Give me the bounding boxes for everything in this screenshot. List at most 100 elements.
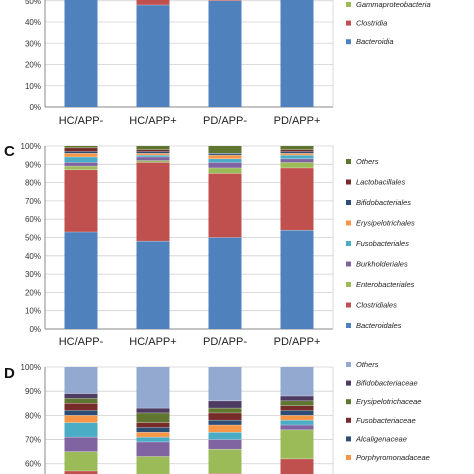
x-tick-label: PD/APP+ — [274, 115, 321, 127]
legend-swatch — [346, 261, 351, 267]
bar-segment — [280, 367, 314, 397]
legend-label: Bacteroidales — [356, 321, 402, 330]
bar-segment — [208, 432, 242, 440]
x-tick-label: HC/APP+ — [129, 336, 176, 348]
bar-segment — [136, 408, 170, 413]
y-tick-label: 10% — [25, 307, 41, 316]
bar-segment — [64, 367, 98, 394]
legend-swatch — [346, 417, 351, 423]
legend-item: Enterobacteriales — [346, 280, 415, 289]
legend-item: Lactobacillales — [346, 178, 405, 187]
bar-segment — [64, 147, 98, 152]
chart-panel-3: D 60% 70% 80% 90% 100% Others Bifidobacteriacea… — [4, 360, 430, 474]
legend-item: Erysipelotrichaceae — [346, 397, 421, 406]
bar-segment — [280, 146, 314, 150]
legend-label: Bacteroidia — [356, 37, 394, 46]
y-tick-label: 30% — [25, 270, 41, 279]
y-tick-label: 90% — [25, 160, 41, 169]
legend-swatch — [346, 20, 351, 26]
legend-item: Fusobacteriales — [346, 239, 409, 248]
bar-segment — [208, 167, 242, 174]
y-tick-label: 70% — [25, 197, 41, 206]
bar-segment — [136, 153, 170, 156]
legend-item: Clostridiales — [346, 301, 397, 310]
y-tick-label: 0% — [29, 325, 41, 334]
y-tick-label: 80% — [25, 411, 41, 420]
legend-swatch — [346, 362, 351, 367]
legend-swatch — [346, 159, 351, 164]
legend-label: Bifidobacteriales — [356, 198, 411, 207]
bar-segment — [64, 146, 98, 148]
x-tick-label: PD/APP- — [203, 336, 247, 348]
bar-segment — [208, 420, 242, 426]
bar-segment — [136, 151, 170, 154]
bar-segment — [208, 155, 242, 159]
legend-swatch — [346, 220, 351, 226]
bar-segment — [64, 166, 98, 170]
bar-segment — [208, 367, 242, 401]
bar-segment — [280, 162, 314, 168]
legend-item: Bacteroidia — [346, 37, 394, 46]
bar-segment — [280, 151, 314, 154]
bar-segment — [64, 393, 98, 399]
legend-item: Erysipelotrichales — [346, 219, 415, 228]
legend-label: Porphyromonadaceae — [356, 453, 430, 462]
bar-segment — [280, 429, 314, 459]
x-tick-label: HC/APP+ — [129, 115, 176, 127]
bar-segment — [208, 408, 242, 413]
legend-item: Others — [346, 360, 379, 369]
bar-segment — [136, 412, 170, 423]
bar-segment — [64, 156, 98, 163]
legend-label: Fusobacteriaceae — [356, 416, 416, 425]
bar-segment — [280, 149, 314, 152]
legend-swatch — [346, 39, 351, 45]
bar-segment — [64, 232, 98, 329]
bar-segment — [136, 146, 170, 150]
bar-segment — [280, 425, 314, 430]
y-tick-label: 20% — [25, 288, 41, 297]
bar-segment — [280, 400, 314, 406]
bar-segment — [280, 153, 314, 156]
y-tick-label: 100% — [21, 142, 41, 151]
legend-label: Clostridia — [356, 19, 387, 28]
legend-item: Bifidobacteriaceae — [346, 379, 418, 388]
bar-segment — [64, 410, 98, 416]
y-tick-label: 30% — [25, 39, 41, 48]
bar-segment — [136, 160, 170, 163]
bar-segment — [208, 449, 242, 474]
bar-segment — [136, 156, 170, 161]
legend-swatch — [346, 2, 351, 7]
bar-segment — [64, 151, 98, 154]
bar-segment — [280, 230, 314, 329]
bar-segment — [280, 155, 314, 159]
y-tick-label: 100% — [21, 363, 41, 372]
bar-segment — [64, 415, 98, 423]
y-tick-label: 40% — [25, 252, 41, 261]
bar-segment — [64, 398, 98, 404]
bar-segment — [208, 400, 242, 409]
x-tick-label: HC/APP- — [59, 115, 104, 127]
bar-segment — [208, 0, 242, 107]
legend-item: Bifidobacteriales — [346, 198, 411, 207]
y-tick-label: 60% — [25, 215, 41, 224]
y-tick-label: 10% — [25, 82, 41, 91]
legend-label: Lactobacillales — [356, 178, 405, 187]
bar-segment — [208, 162, 242, 168]
legend-swatch — [346, 455, 351, 460]
legend-item: Bacteroidales — [346, 321, 402, 330]
legend-swatch — [346, 399, 351, 405]
y-tick-label: 90% — [25, 387, 41, 396]
bar-segment — [280, 396, 314, 401]
y-tick-label: 80% — [25, 179, 41, 188]
legend-swatch — [346, 241, 351, 246]
bar-segment — [64, 403, 98, 411]
legend-label: Gammaproteobacteria — [356, 0, 431, 9]
legend-item: Porphyromonadaceae — [346, 453, 430, 462]
bar-segment — [136, 162, 170, 242]
y-tick-label: 40% — [25, 18, 41, 27]
bar-segment — [64, 451, 98, 471]
legend-label: Fusobacteriales — [356, 239, 409, 248]
legend-label: Alcaligenaceae — [355, 434, 407, 443]
legend-label: Others — [356, 360, 379, 369]
